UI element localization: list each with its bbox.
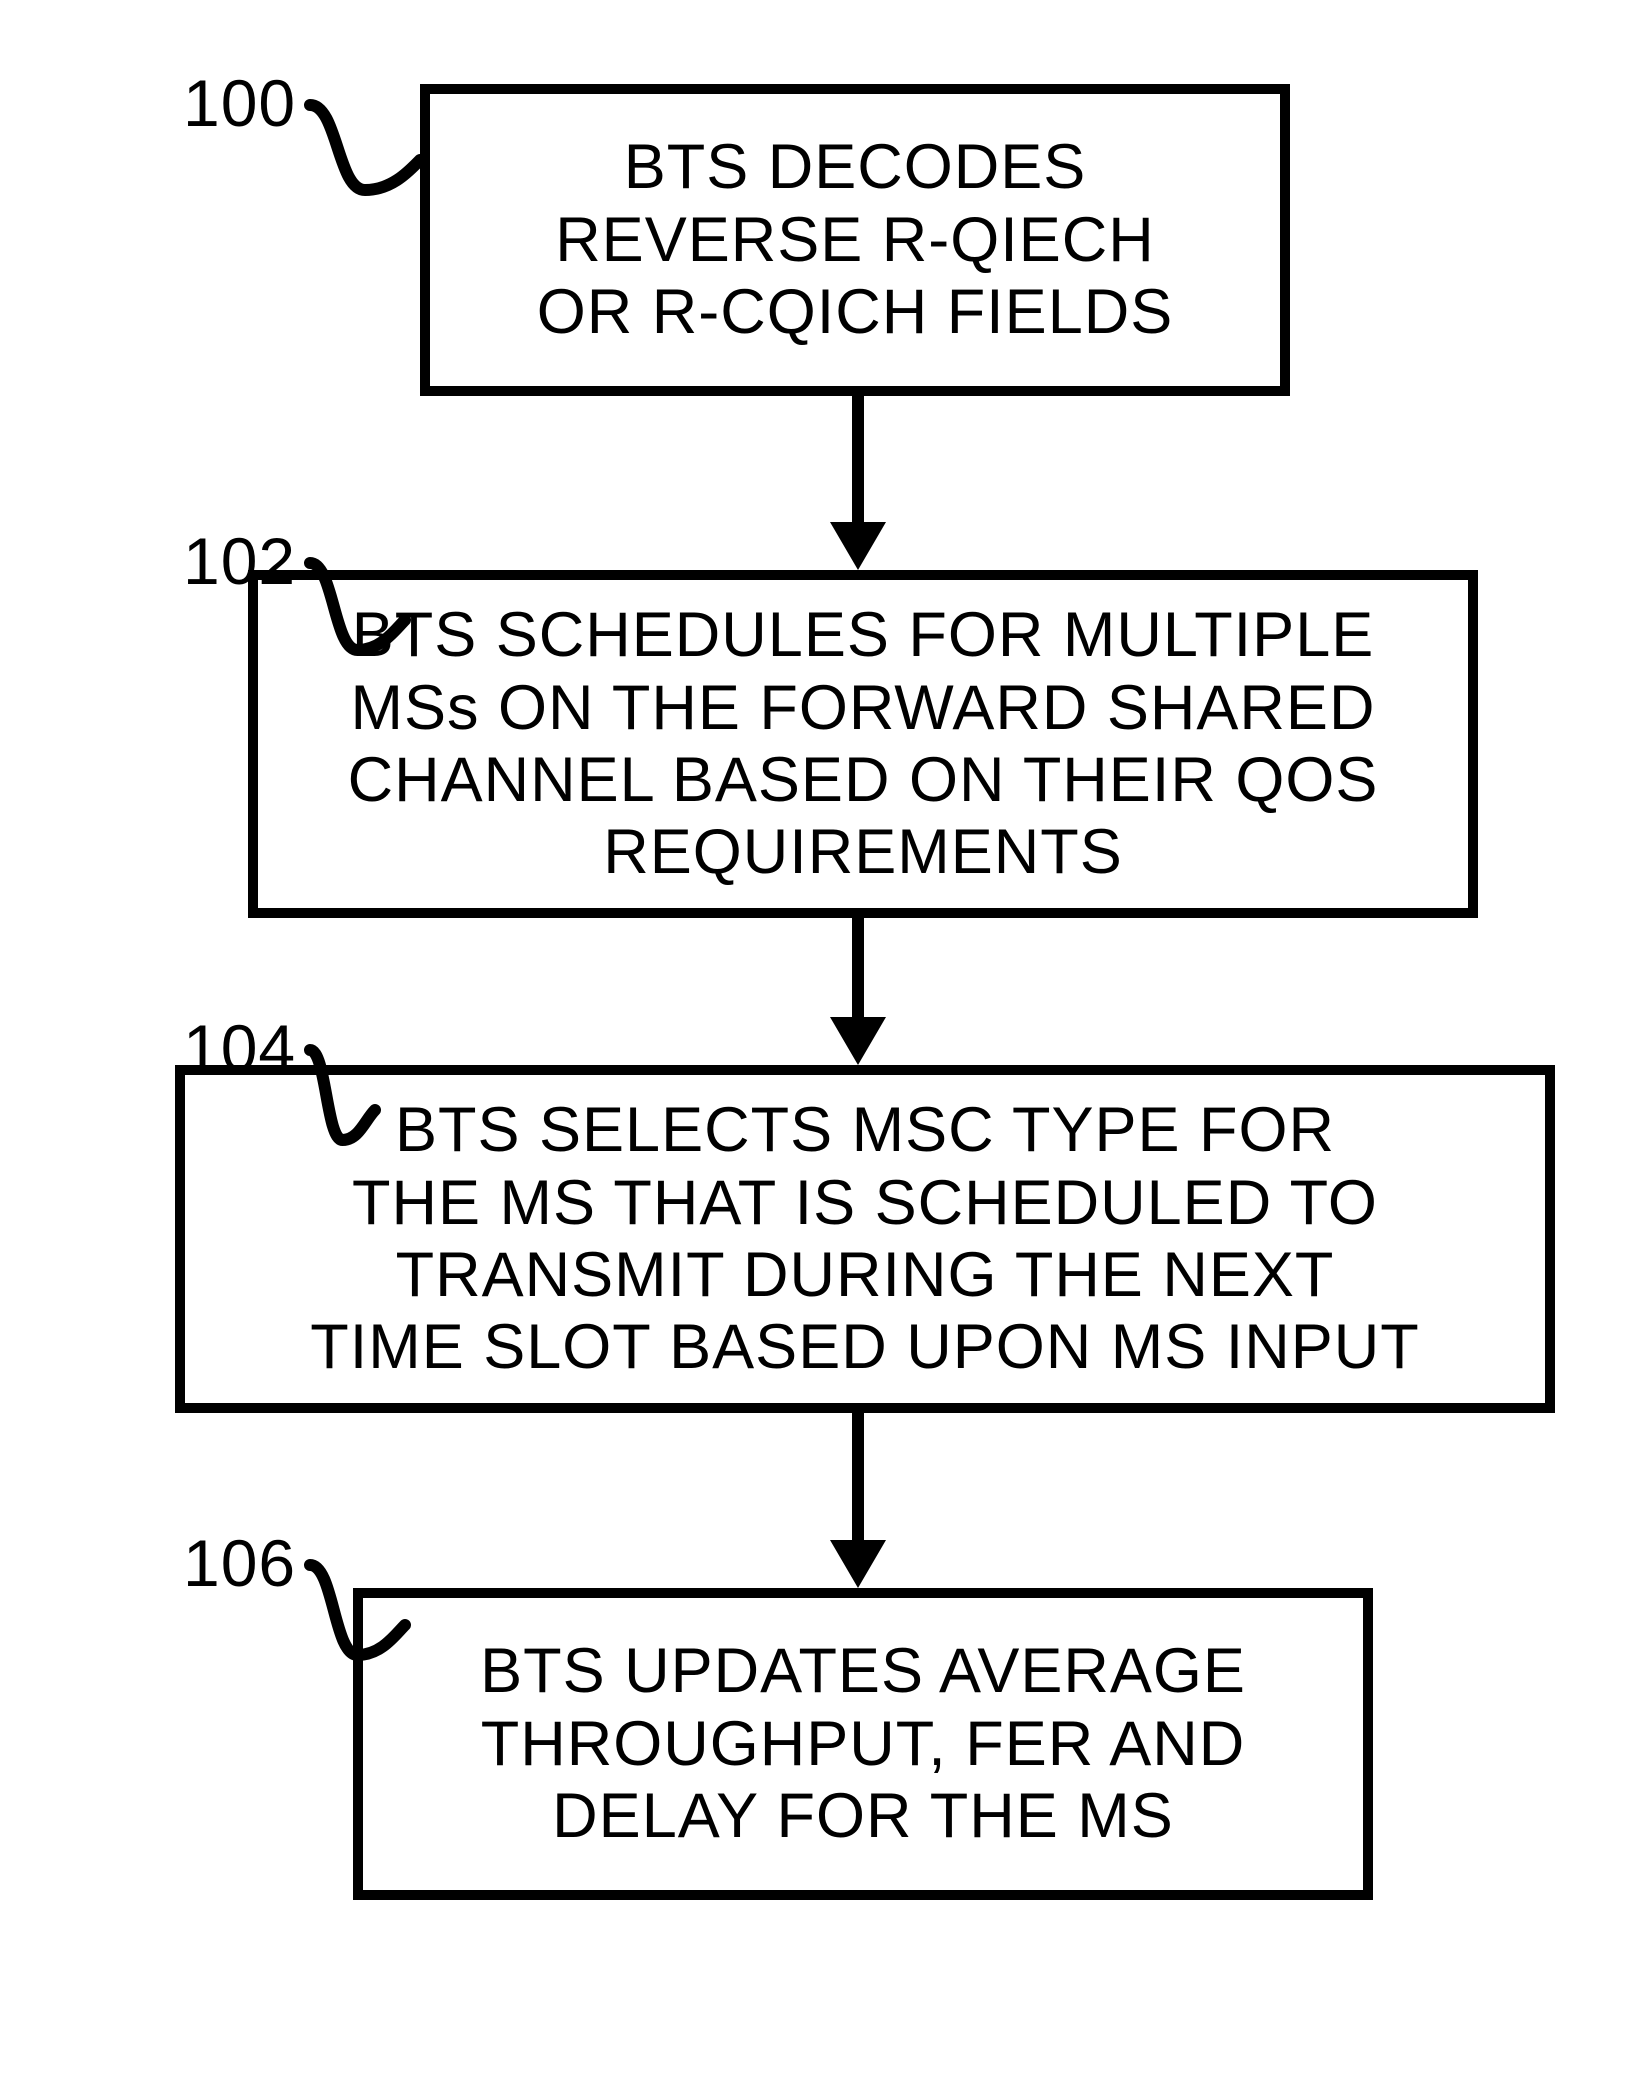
arrow-line	[852, 918, 864, 1017]
box-text: BTS UPDATES AVERAGE THROUGHPUT, FER AND …	[480, 1635, 1246, 1852]
flowchart-box: BTS SCHEDULES FOR MULTIPLE MSs ON THE FO…	[248, 570, 1478, 918]
step-label: 104	[183, 1010, 296, 1086]
arrow-head-icon	[830, 1540, 886, 1588]
arrow-head-icon	[830, 1017, 886, 1065]
box-text: BTS SCHEDULES FOR MULTIPLE MSs ON THE FO…	[348, 599, 1379, 889]
step-label: 100	[183, 65, 296, 141]
callout-connector	[290, 1545, 425, 1685]
arrow-line	[852, 396, 864, 522]
callout-connector	[290, 85, 440, 220]
step-label: 102	[183, 523, 296, 599]
step-label: 106	[183, 1525, 296, 1601]
callout-connector	[290, 543, 425, 680]
flowchart-canvas: BTS DECODES REVERSE R-QIECH OR R-CQICH F…	[0, 0, 1633, 2080]
box-text: BTS DECODES REVERSE R-QIECH OR R-CQICH F…	[537, 131, 1174, 348]
arrow-head-icon	[830, 522, 886, 570]
arrow-line	[852, 1413, 864, 1540]
callout-connector	[290, 1030, 395, 1170]
box-text: BTS SELECTS MSC TYPE FOR THE MS THAT IS …	[310, 1094, 1420, 1384]
flowchart-box: BTS DECODES REVERSE R-QIECH OR R-CQICH F…	[420, 84, 1290, 396]
flowchart-box: BTS UPDATES AVERAGE THROUGHPUT, FER AND …	[353, 1588, 1373, 1900]
